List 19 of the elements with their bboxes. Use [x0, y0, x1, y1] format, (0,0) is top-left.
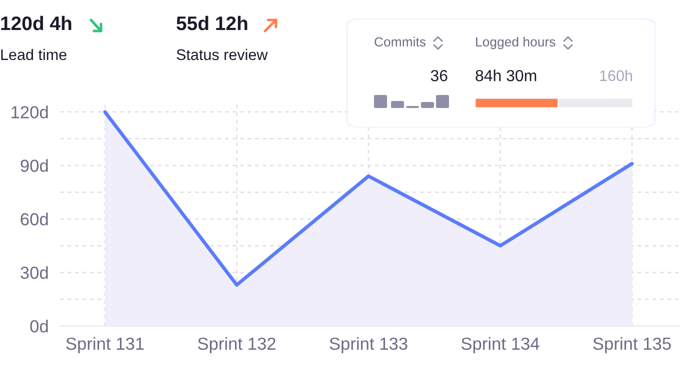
x-tick-label: Sprint 132 [198, 337, 276, 354]
y-tick-label: 120d [12, 106, 48, 118]
x-tick-label: Sprint 133 [330, 337, 408, 354]
text: 160h [600, 70, 632, 82]
y-tick-label: 0d [30, 320, 48, 332]
x-tick-label: Sprint 131 [66, 337, 144, 354]
y-tick-label: 60d [20, 212, 48, 226]
text: 55d 12h [176, 16, 248, 30]
text: 120d 4h [1, 16, 72, 30]
chart-title: Logged hours [476, 36, 556, 50]
text: 84h 30m [476, 70, 536, 82]
text: Status review [176, 48, 268, 60]
x-tick-label: Sprint 134 [461, 337, 540, 354]
x-tick-label: Sprint 135 [593, 337, 671, 354]
text: 36 [430, 70, 448, 82]
y-tick-label: 30d [20, 266, 48, 279]
text: Commits [374, 36, 426, 47]
text: Lead time [1, 48, 66, 60]
y-tick-label: 90d [20, 159, 48, 172]
